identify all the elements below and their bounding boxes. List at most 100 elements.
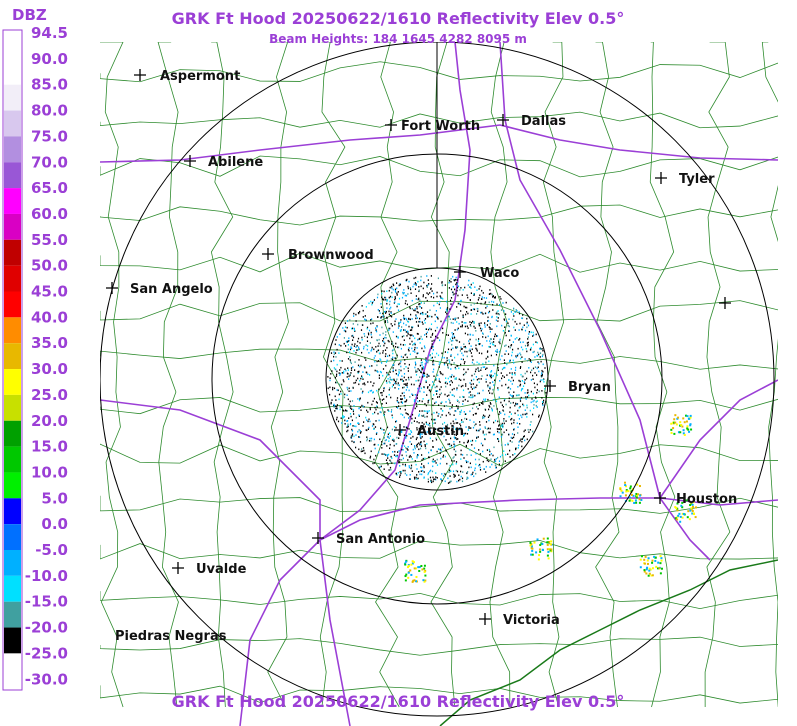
radar-echo: [456, 321, 458, 323]
radar-echo: [407, 348, 410, 351]
radar-echo: [452, 339, 454, 342]
radar-echo: [368, 302, 370, 305]
radar-echo: [363, 406, 365, 408]
legend-swatch: [4, 136, 21, 163]
radar-echo: [423, 281, 425, 284]
radar-echo: [420, 371, 422, 373]
radar-echo: [489, 323, 491, 325]
radar-echo: [377, 349, 380, 352]
radar-echo: [539, 550, 542, 553]
radar-echo: [400, 329, 402, 331]
radar-echo: [505, 453, 507, 456]
radar-echo: [466, 454, 468, 456]
radar-echo: [476, 406, 478, 408]
radar-echo: [419, 390, 421, 393]
radar-echo: [335, 399, 337, 401]
radar-echo: [456, 289, 458, 292]
radar-echo: [524, 329, 527, 332]
radar-echo: [482, 430, 484, 433]
radar-echo: [376, 364, 378, 367]
radar-echo: [347, 367, 349, 369]
radar-echo: [673, 432, 676, 435]
radar-echo: [399, 458, 401, 461]
radar-echo: [426, 373, 428, 376]
radar-echo: [439, 307, 441, 309]
radar-echo: [428, 410, 430, 412]
radar-echo: [399, 283, 401, 285]
radar-echo: [546, 543, 549, 546]
radar-echo: [440, 457, 442, 460]
radar-echo: [455, 437, 457, 439]
radar-echo: [484, 324, 486, 326]
radar-echo: [382, 352, 384, 354]
radar-echo: [381, 453, 383, 455]
highway: [319, 497, 778, 541]
radar-echo: [487, 350, 489, 352]
radar-echo: [463, 362, 465, 365]
radar-echo: [403, 292, 405, 294]
radar-echo: [339, 405, 341, 408]
radar-echo: [336, 405, 338, 408]
radar-echo: [351, 400, 354, 402]
radar-echo: [465, 347, 467, 349]
radar-echo: [678, 512, 681, 515]
radar-echo: [513, 419, 515, 421]
radar-echo: [533, 399, 535, 402]
radar-echo: [413, 400, 416, 403]
radar-echo: [422, 295, 424, 298]
radar-echo: [495, 464, 497, 466]
radar-echo: [443, 430, 446, 432]
radar-echo: [389, 382, 391, 384]
radar-echo: [367, 345, 369, 347]
radar-echo: [541, 390, 543, 392]
radar-echo: [388, 469, 390, 471]
radar-echo: [381, 326, 383, 329]
radar-echo: [436, 295, 438, 298]
radar-echo: [449, 480, 451, 483]
radar-echo: [511, 394, 513, 397]
radar-echo: [359, 310, 361, 313]
radar-echo: [373, 423, 375, 426]
radar-echo: [426, 315, 428, 318]
radar-echo: [386, 374, 388, 376]
radar-echo: [383, 442, 385, 445]
radar-echo: [378, 310, 380, 312]
radar-echo: [435, 310, 437, 312]
radar-echo: [428, 422, 431, 425]
radar-echo: [399, 362, 401, 365]
radar-echo: [488, 360, 490, 363]
radar-echo: [541, 543, 544, 546]
radar-echo: [519, 439, 521, 442]
radar-echo: [538, 390, 540, 393]
radar-echo: [392, 370, 394, 373]
radar-echo: [414, 366, 416, 369]
radar-echo: [456, 306, 458, 308]
radar-echo: [353, 312, 355, 315]
radar-echo: [500, 428, 502, 431]
radar-echo: [401, 378, 403, 381]
radar-echo: [398, 322, 401, 324]
radar-echo: [483, 416, 485, 419]
radar-echo: [624, 485, 627, 488]
radar-echo: [497, 438, 499, 440]
radar-echo: [503, 319, 506, 321]
radar-echo: [503, 422, 505, 425]
radar-echo: [432, 461, 434, 463]
radar-echo: [481, 298, 483, 300]
radar-echo: [355, 434, 357, 436]
radar-echo: [389, 300, 391, 303]
radar-echo: [388, 327, 390, 330]
radar-echo: [526, 396, 529, 398]
legend-swatch: [4, 394, 21, 421]
radar-echo: [411, 422, 413, 424]
radar-echo: [467, 440, 469, 443]
radar-echo: [349, 359, 351, 361]
radar-echo: [454, 437, 456, 440]
radar-echo: [419, 364, 421, 367]
radar-echo: [674, 517, 677, 520]
radar-echo: [401, 326, 403, 328]
radar-echo: [376, 432, 378, 434]
radar-echo: [639, 558, 642, 561]
radar-echo: [386, 359, 388, 362]
radar-echo: [490, 354, 492, 357]
